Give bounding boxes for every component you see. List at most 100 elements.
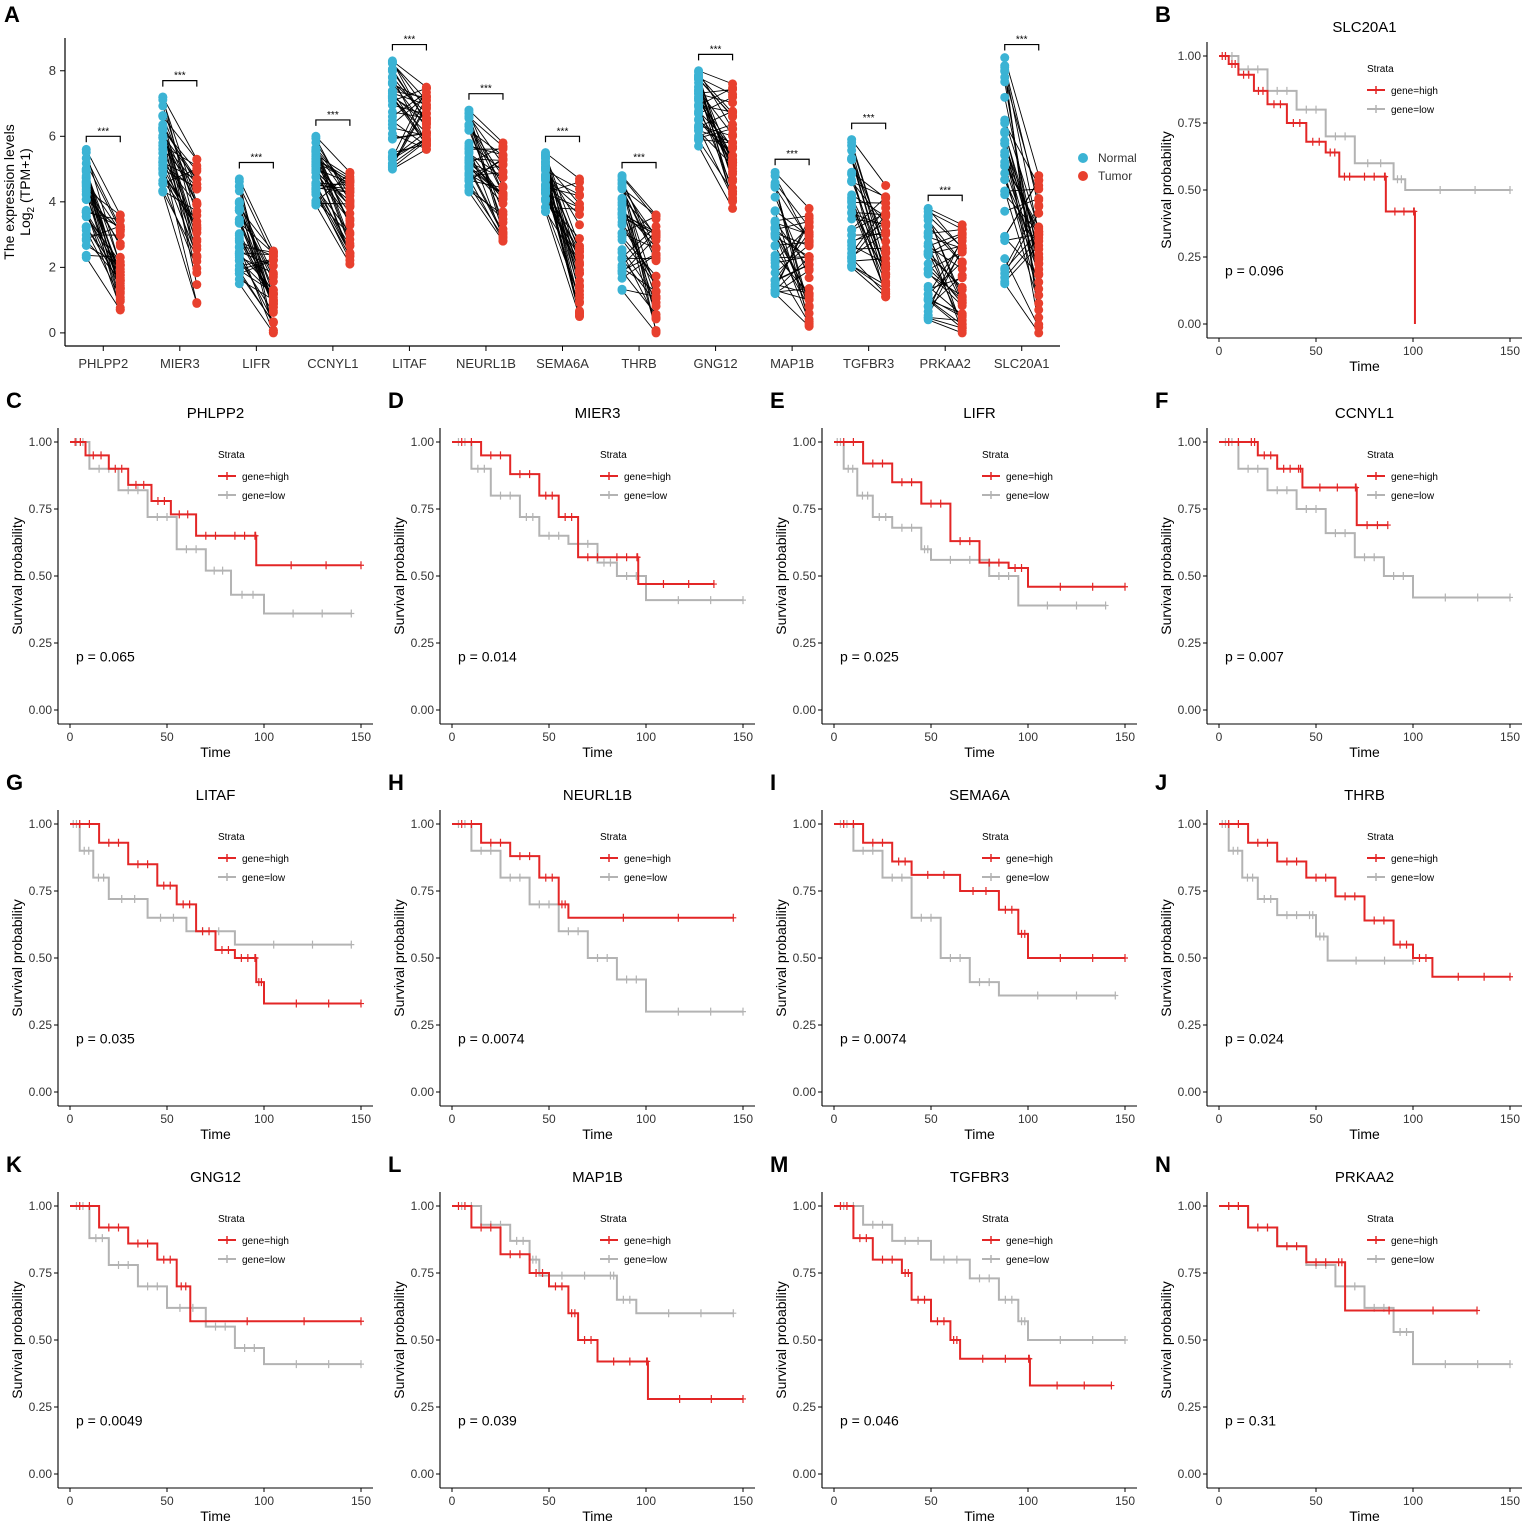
gene-group-map1b: *** MAP1B <box>770 149 814 371</box>
x-tick-label: 50 <box>924 730 938 744</box>
low-censor-mark <box>1005 572 1012 580</box>
high-censor-mark <box>1225 820 1232 828</box>
high-censor-mark <box>953 1336 960 1344</box>
gene-group-thrb: *** THRB <box>617 153 661 371</box>
low-censor-mark <box>558 1271 565 1280</box>
high-censor-mark <box>507 1250 514 1259</box>
legend-title: Strata <box>1367 450 1394 461</box>
panel-f: F CCNYL1 0.00 0.25 0.50 0.75 1.00 0 50 100 150 Time… <box>1155 388 1522 760</box>
low-censor-mark <box>348 940 355 949</box>
pair-line <box>621 176 657 220</box>
pair-line <box>621 253 657 271</box>
x-category-label: CCNYL1 <box>307 356 358 371</box>
y-axis-title-line2: Log2 (TPM+1) <box>17 148 37 236</box>
low-censor-mark <box>1507 1360 1513 1369</box>
low-censor-mark <box>986 1274 993 1283</box>
gene-group-slc20a1: *** SLC20A1 <box>994 35 1050 371</box>
pair-line <box>315 176 351 221</box>
high-censor-mark <box>908 478 915 487</box>
tumor-point <box>115 252 125 262</box>
tumor-point <box>192 252 202 262</box>
x-tick-label: 150 <box>1500 1112 1520 1126</box>
y-tick-label: 0.00 <box>411 1467 435 1481</box>
pair-line <box>621 221 657 284</box>
pair-line <box>851 181 887 225</box>
x-tick-label: 0 <box>831 1494 838 1508</box>
pair-line <box>927 251 963 325</box>
x-tick-label: 50 <box>160 730 174 744</box>
normal-point <box>158 153 168 163</box>
pair-line <box>392 149 427 170</box>
tumor-point <box>728 151 738 161</box>
normal-point <box>1000 168 1010 178</box>
panel-j: J THRB 0.00 0.25 0.50 0.75 1.00 0 50 100 150 Time Su… <box>1155 770 1522 1142</box>
tumor-point <box>115 284 125 294</box>
legend-label-low: gene=low <box>624 873 668 884</box>
low-censor-mark <box>707 596 714 605</box>
y-axis-title: Survival probability <box>9 899 25 1017</box>
high-censor-mark <box>105 838 112 847</box>
normal-point <box>770 232 780 242</box>
high-censor-mark <box>1361 172 1368 181</box>
normal-point <box>464 105 474 115</box>
normal-point <box>617 204 627 214</box>
gene-group-lifr: *** LIFR <box>234 153 278 371</box>
high-censor-mark <box>180 900 187 909</box>
y-tick-label: 0.75 <box>411 502 435 516</box>
pair-line <box>774 245 810 308</box>
normal-point <box>541 188 550 198</box>
p-value: p = 0.025 <box>840 648 899 664</box>
normal-point <box>1000 127 1010 137</box>
tumor-point <box>498 155 508 165</box>
tumor-point <box>957 258 967 268</box>
normal-point <box>234 174 244 184</box>
high-censor-mark <box>1057 954 1064 962</box>
pair-line <box>392 105 427 164</box>
tumor-point <box>1034 171 1044 181</box>
pair-line <box>774 182 810 228</box>
pair-line <box>621 208 657 248</box>
y-tick-label: 4 <box>49 194 56 209</box>
high-curve <box>70 1205 361 1323</box>
high-censor-mark <box>970 887 977 895</box>
normal-point <box>847 244 857 254</box>
tumor-point <box>192 166 202 176</box>
panel-i: I SEMA6A 0.00 0.25 0.50 0.75 1.00 0 50 100 150 Time… <box>770 770 1137 1142</box>
low-censor-mark <box>1274 86 1281 95</box>
high-censor-mark <box>1400 207 1407 216</box>
pair-line <box>1004 173 1040 296</box>
low-censor-mark <box>513 1236 520 1245</box>
pair-line <box>1004 119 1040 230</box>
tumor-point <box>651 210 661 220</box>
tumor-point <box>575 251 584 261</box>
legend-label-low: gene=low <box>242 491 286 502</box>
tumor-point <box>575 293 584 303</box>
low-censor-mark <box>600 558 607 567</box>
normal-point <box>387 56 397 66</box>
significance-bracket <box>162 79 198 87</box>
x-tick-label: 100 <box>1403 1494 1423 1508</box>
tumor-point <box>192 280 202 290</box>
high-censor-mark <box>167 881 174 890</box>
tumor-point <box>728 203 738 213</box>
low-censor-mark <box>1381 956 1388 965</box>
significance-bracket <box>927 194 963 202</box>
x-category-label: NEURL1B <box>456 356 516 371</box>
low-censor-mark <box>1303 105 1310 114</box>
normal-point <box>387 112 397 122</box>
y-tick-label: 1.00 <box>1178 1199 1202 1213</box>
low-censor-mark <box>154 513 161 522</box>
x-tick-label: 0 <box>1216 344 1223 358</box>
significance-bracket <box>851 122 887 130</box>
significance-bracket <box>391 43 428 51</box>
pair-line <box>851 265 886 286</box>
tumor-point <box>268 290 278 300</box>
low-censor-mark <box>309 940 316 949</box>
low-censor-mark <box>1403 1327 1410 1336</box>
tumor-point <box>575 268 584 278</box>
pair-line <box>162 162 198 303</box>
tumor-point <box>345 186 355 196</box>
pair-line <box>774 187 810 241</box>
pair-line <box>851 218 886 225</box>
high-censor-mark <box>526 852 533 861</box>
